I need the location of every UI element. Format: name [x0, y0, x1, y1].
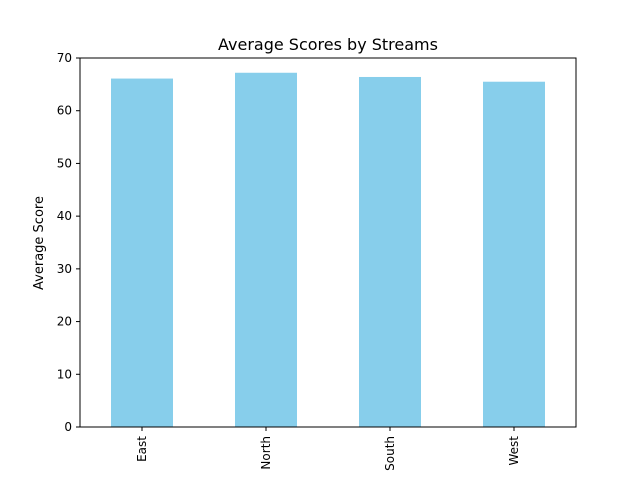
y-tick-label: 30 [57, 262, 72, 276]
y-tick-label: 10 [57, 367, 72, 381]
bar-east [111, 78, 173, 428]
bar-south [359, 76, 421, 427]
bar-north [235, 72, 297, 427]
bar-west [483, 81, 545, 427]
x-tick-label: East [135, 436, 149, 462]
y-axis: 0 10 20 30 40 50 60 70 [57, 51, 80, 434]
x-tick-label: North [259, 436, 273, 470]
chart-title: Average Scores by Streams [218, 35, 438, 54]
x-axis: East North South West [135, 427, 521, 471]
y-tick-label: 40 [57, 209, 72, 223]
x-tick-label: South [383, 436, 397, 471]
y-tick-label: 60 [57, 104, 72, 118]
y-axis-label: Average Score [32, 196, 47, 290]
x-tick-label: West [507, 436, 521, 466]
y-tick-label: 70 [57, 51, 72, 65]
y-tick-label: 0 [64, 420, 72, 434]
y-tick-label: 50 [57, 156, 72, 170]
bars-layer [111, 72, 545, 428]
plot-frame [79, 57, 577, 428]
y-tick-label: 20 [57, 315, 72, 329]
